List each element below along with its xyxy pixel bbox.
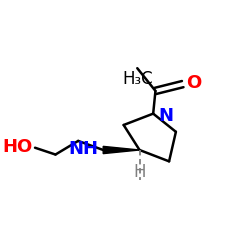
Text: NH: NH xyxy=(69,140,99,158)
Text: H: H xyxy=(133,163,146,181)
Text: HO: HO xyxy=(2,138,33,156)
Text: N: N xyxy=(159,107,174,125)
Text: H₃C: H₃C xyxy=(122,70,152,88)
Polygon shape xyxy=(103,146,140,154)
Text: O: O xyxy=(186,74,202,92)
